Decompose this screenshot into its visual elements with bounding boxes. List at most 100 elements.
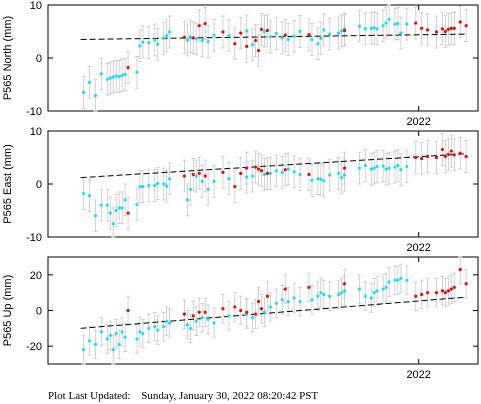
data-point-1-cyan-20 (185, 38, 189, 42)
data-point-1-cyan-17 (162, 36, 166, 40)
data-point-2-cyan-53 (396, 163, 400, 168)
data-point-1-red-22 (446, 27, 450, 31)
data-point-1-cyan-33 (286, 37, 290, 42)
data-point-2-cyan-19 (167, 177, 172, 181)
data-point-3-red-6 (233, 305, 237, 309)
data-point-1-cyan-54 (399, 31, 403, 35)
data-point-1-cyan-6 (111, 75, 115, 79)
data-point-3-cyan-35 (298, 299, 302, 304)
data-point-2-red-2 (191, 172, 195, 177)
data-point-3-cyan-15 (153, 324, 157, 329)
data-point-3-cyan-17 (162, 324, 166, 329)
data-point-1-cyan-10 (123, 72, 127, 77)
data-point-2-cyan-2 (93, 214, 98, 218)
data-point-3-cyan-36 (310, 298, 314, 302)
data-point-1-red-12 (265, 28, 270, 33)
data-point-3-cyan-2 (93, 342, 98, 346)
data-point-3-red-12 (265, 294, 270, 298)
data-point-3-cyan-20 (185, 323, 189, 327)
data-point-2-cyan-36 (310, 178, 314, 182)
data-point-3-cyan-42 (339, 291, 344, 295)
data-point-3-cyan-18 (165, 319, 169, 323)
data-point-2-cyan-4 (105, 203, 109, 207)
data-point-2-red-26 (464, 154, 468, 159)
data-point-3-red-18 (425, 291, 430, 295)
data-point-2-cyan-46 (369, 167, 373, 171)
data-point-1-red-0 (126, 65, 130, 70)
data-point-1-red-5 (221, 30, 225, 34)
data-point-1-red-20 (440, 27, 445, 31)
data-point-2-cyan-12 (138, 185, 142, 189)
data-point-1-cyan-35 (298, 29, 302, 34)
data-point-1-red-6 (233, 42, 237, 46)
data-point-2-red-16 (414, 155, 418, 160)
data-point-2-cyan-0 (81, 191, 86, 196)
data-point-3-red-17 (420, 292, 424, 297)
data-point-3-red-9 (253, 312, 258, 316)
data-point-2-red-4 (203, 174, 207, 178)
data-point-3-red-16 (414, 294, 418, 298)
data-point-3-red-19 (434, 291, 439, 295)
data-point-1-cyan-8 (117, 74, 121, 79)
data-point-1-cyan-42 (339, 29, 344, 33)
data-point-1-cyan-23 (200, 38, 204, 43)
data-point-2-red-17 (420, 156, 424, 161)
data-point-2-cyan-1 (87, 194, 92, 198)
ytick-label-2-2: 10 (30, 126, 42, 138)
data-point-1-red-8 (245, 44, 249, 48)
data-point-3-cyan-25 (212, 321, 216, 325)
data-point-3-red-20 (440, 289, 445, 293)
data-point-2-red-23 (449, 149, 453, 153)
data-point-3-red-14 (307, 285, 311, 289)
data-point-2-red-9 (253, 165, 258, 169)
data-point-3-cyan-12 (138, 330, 142, 334)
data-point-1-cyan-1 (87, 80, 92, 84)
data-point-1-red-4 (203, 21, 207, 26)
data-point-2-cyan-22 (194, 174, 198, 178)
data-point-3-cyan-28 (251, 316, 255, 320)
data-point-2-cyan-20 (185, 198, 189, 202)
data-point-3-cyan-6 (111, 348, 115, 352)
data-point-3-red-23 (449, 287, 453, 291)
data-point-3-cyan-54 (399, 276, 403, 280)
data-point-1-cyan-45 (363, 27, 367, 31)
data-point-3-cyan-26 (227, 314, 231, 318)
data-point-2-cyan-32 (280, 170, 284, 174)
ylabel-3: P565 Up (mm) (2, 275, 14, 347)
data-point-1-cyan-32 (280, 36, 284, 40)
data-point-3-red-10 (256, 299, 261, 304)
ytick-label-1-0: -10 (26, 106, 42, 118)
data-point-2-cyan-27 (245, 175, 249, 179)
data-point-2-cyan-5 (108, 211, 112, 215)
data-point-3-red-22 (446, 289, 450, 293)
data-point-1-cyan-3 (99, 72, 103, 76)
data-point-3-cyan-37 (316, 294, 320, 298)
data-point-1-cyan-22 (194, 37, 198, 41)
data-point-2-cyan-37 (316, 177, 320, 181)
data-point-2-cyan-7 (114, 208, 118, 213)
data-point-3-cyan-10 (123, 335, 127, 339)
data-point-1-red-16 (414, 21, 418, 25)
data-point-3-red-21 (443, 291, 447, 295)
data-point-2-cyan-28 (251, 174, 255, 178)
data-point-3-red-7 (239, 308, 243, 313)
data-point-3-cyan-1 (87, 339, 92, 343)
ylabel-2: P565 East (mm) (2, 144, 14, 223)
data-point-2-red-20 (440, 147, 445, 152)
data-point-2-cyan-15 (153, 183, 157, 188)
data-point-2-cyan-33 (286, 167, 290, 171)
ytick-label-2-0: -10 (26, 232, 42, 244)
ytick-label-3-1: 0 (36, 306, 42, 318)
data-point-1-cyan-44 (357, 24, 361, 28)
data-point-2-red-19 (434, 155, 439, 160)
data-point-1-cyan-15 (153, 38, 157, 42)
data-point-1-red-24 (452, 26, 456, 30)
data-point-2-cyan-25 (212, 179, 216, 183)
data-point-1-red-9 (253, 38, 258, 43)
data-point-2-red-7 (239, 171, 243, 175)
ytick-label-3-2: 20 (30, 270, 42, 282)
data-point-1-cyan-30 (268, 35, 273, 39)
data-point-3-cyan-46 (369, 296, 373, 300)
data-point-2-cyan-6 (111, 222, 115, 226)
data-point-1-red-1 (182, 35, 187, 39)
